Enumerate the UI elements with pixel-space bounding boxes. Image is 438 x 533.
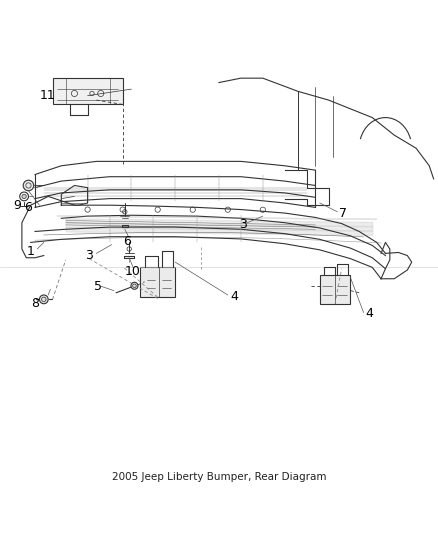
Text: 10: 10 (125, 265, 141, 278)
FancyBboxPatch shape (53, 78, 123, 104)
Text: 6: 6 (123, 235, 131, 248)
Text: 5: 5 (94, 280, 102, 293)
Circle shape (23, 180, 34, 191)
Text: 7: 7 (339, 207, 347, 221)
Text: 4: 4 (366, 308, 374, 320)
Circle shape (39, 295, 48, 304)
Circle shape (22, 194, 26, 199)
Text: 1: 1 (26, 245, 34, 257)
Circle shape (131, 282, 138, 289)
Text: 2005 Jeep Liberty Bumper, Rear Diagram: 2005 Jeep Liberty Bumper, Rear Diagram (112, 472, 326, 482)
FancyBboxPatch shape (140, 266, 175, 297)
Text: 4: 4 (230, 290, 238, 303)
Text: 6: 6 (24, 201, 32, 214)
Text: 11: 11 (39, 89, 55, 102)
Text: 3: 3 (85, 249, 93, 262)
Text: 3: 3 (239, 219, 247, 231)
FancyBboxPatch shape (320, 275, 350, 304)
Text: 8: 8 (31, 297, 39, 310)
Text: 9: 9 (13, 199, 21, 212)
